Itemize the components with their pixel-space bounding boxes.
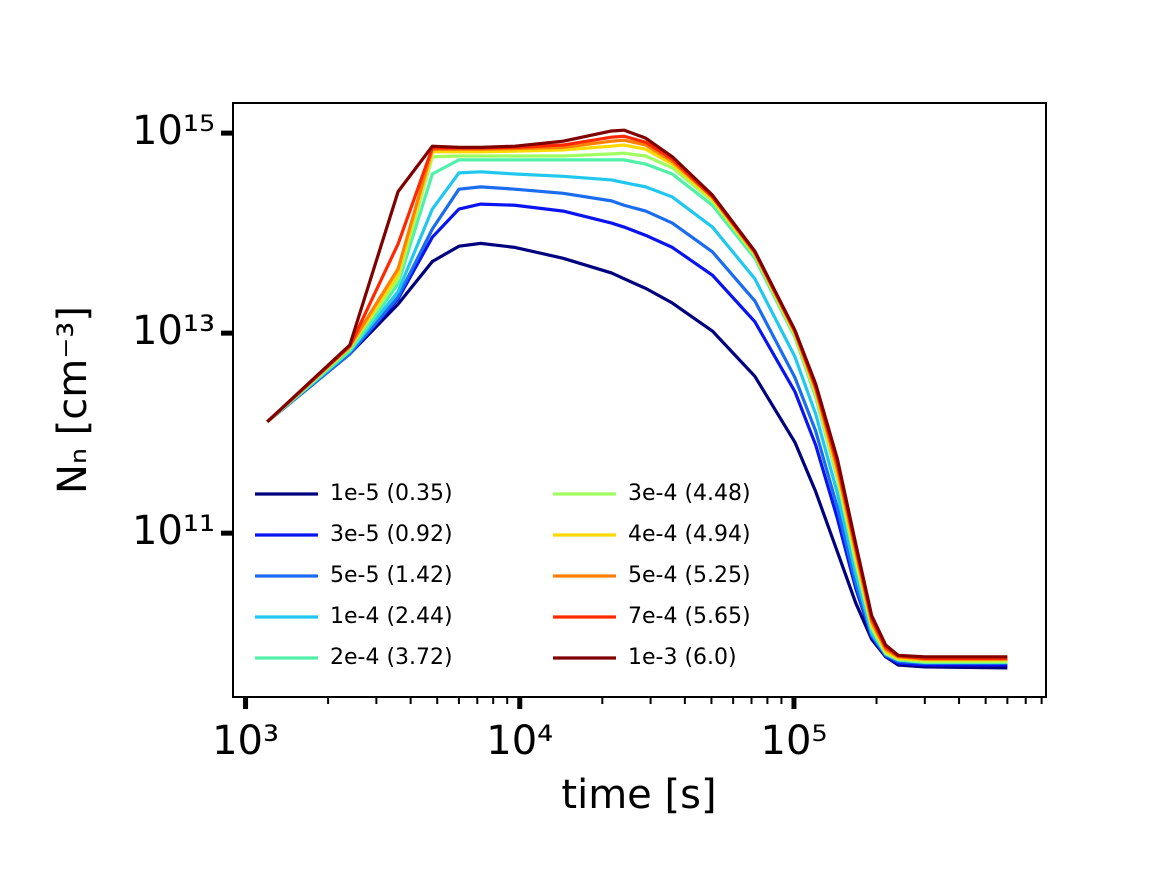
y-axis-label: Nₙ [cm⁻³]	[50, 306, 96, 494]
legend-label: 1e-4 (2.44)	[330, 604, 453, 629]
legend-label: 5e-4 (5.25)	[628, 563, 751, 588]
x-axis-label: time [s]	[561, 772, 716, 818]
legend-label: 4e-4 (4.94)	[628, 522, 751, 547]
legend-label: 5e-5 (1.42)	[330, 563, 453, 588]
legend-label: 1e-3 (6.0)	[628, 645, 737, 670]
y-tick-label: 10¹³	[132, 308, 215, 354]
data-line	[266, 202, 1008, 667]
legend-label: 3e-4 (4.48)	[628, 481, 751, 506]
y-tick-label: 10¹⁵	[132, 108, 215, 154]
y-tick-label: 10¹¹	[132, 508, 215, 554]
data-line	[266, 170, 1008, 665]
x-tick-label: 10⁴	[486, 718, 553, 764]
legend-label: 7e-4 (5.65)	[628, 604, 751, 629]
plot-area	[266, 128, 1008, 670]
x-tick-label: 10⁵	[761, 718, 828, 764]
x-tick-label: 10³	[212, 718, 279, 764]
plot-frame	[232, 102, 1047, 698]
data-line	[266, 128, 1008, 659]
legend-label: 2e-4 (3.72)	[330, 645, 453, 670]
legend-label: 3e-5 (0.92)	[330, 522, 453, 547]
legend-label: 1e-5 (0.35)	[330, 481, 453, 506]
